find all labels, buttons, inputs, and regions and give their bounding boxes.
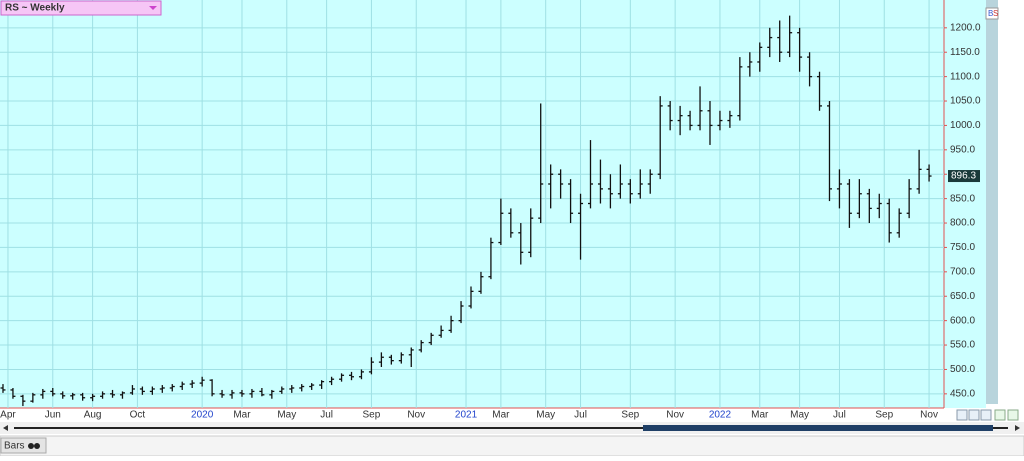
scroll-left[interactable] [3,425,8,431]
x-tick-label: Mar [751,410,769,421]
x-tick-label: Oct [130,410,146,421]
x-tick-label: 2021 [455,410,478,421]
nav-button[interactable] [994,409,1006,421]
nav-button[interactable] [968,409,980,421]
y-tick-label: 1200.0 [950,22,981,33]
x-axis-area [0,408,944,421]
x-tick-label: 2020 [191,410,214,421]
x-tick-label: Jul [320,410,333,421]
y-tick-label: 750.0 [950,242,975,253]
x-tick-label: May [536,410,555,421]
side-strip [986,0,998,404]
x-tick-label: Mar [233,410,251,421]
x-tick-label: 2022 [709,410,732,421]
bars [0,15,932,407]
y-tick-label: 700.0 [950,266,975,277]
x-tick-label: Sep [621,410,639,421]
y-tick-label: 550.0 [950,340,975,351]
x-tick-label: Aug [84,410,102,421]
x-tick-label: Mar [492,410,510,421]
x-tick-label: May [277,410,296,421]
y-tick-label: 1100.0 [950,71,980,82]
title-box[interactable] [0,0,162,16]
footer-icon[interactable] [34,443,40,449]
y-tick-label: 1150.0 [950,47,980,58]
x-tick-label: May [790,410,809,421]
x-tick-label: Nov [407,410,425,421]
y-tick-label: 850.0 [950,193,975,204]
y-tick-label: 950.0 [950,144,975,155]
nav-button[interactable] [956,409,968,421]
chart-title: RS ~ Weekly [5,3,65,14]
side-button[interactable]: S [993,9,998,18]
plot-area [0,0,944,408]
footer-label: Bars [4,441,25,452]
footer-icon[interactable] [28,443,34,449]
nav-buttons [956,409,1019,421]
y-tick-label: 450.0 [950,388,975,399]
scroll-thumb[interactable] [643,425,993,431]
grid [0,0,947,408]
labels: 450.0 500.0 550.0 600.0 650.0 700.0 750.0 800.0… [0,22,981,420]
y-tick-label: 500.0 [950,364,975,375]
last-price-box [948,170,980,183]
scroll-right[interactable] [1015,425,1020,431]
footer-bar [0,435,1024,457]
x-tick-label: Nov [920,410,938,421]
nav-button[interactable] [980,409,992,421]
x-tick-label: Jun [45,410,61,421]
x-tick-label: Nov [666,410,684,421]
side-button-box[interactable] [985,7,999,20]
x-tick-label: Jul [833,410,846,421]
y-tick-label: 800.0 [950,218,975,229]
x-tick-label: Apr [0,410,16,421]
y-tick-label: 1000.0 [950,120,981,131]
nav-button[interactable] [1007,409,1019,421]
dropdown-arrow[interactable] [149,6,157,10]
y-tick-label: 650.0 [950,291,975,302]
side-button[interactable]: B [988,9,993,18]
footer-tab[interactable] [0,437,47,454]
y-tick-label: 1050.0 [950,96,981,107]
x-tick-label: Sep [875,410,893,421]
last-price-label: 896.3 [951,171,976,182]
y-axis-area [944,0,986,408]
x-tick-label: Jul [574,410,587,421]
x-tick-label: Sep [363,410,381,421]
y-tick-label: 600.0 [950,315,975,326]
